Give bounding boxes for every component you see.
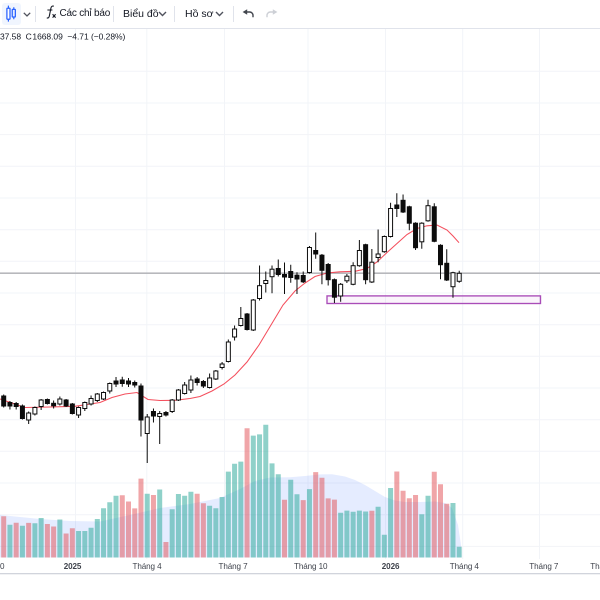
svg-text:2025: 2025: [64, 562, 82, 571]
svg-text:2026: 2026: [382, 562, 400, 571]
svg-text:Tháng 10: Tháng 10: [590, 562, 600, 571]
svg-text:0: 0: [0, 562, 5, 571]
svg-text:Tháng 10: Tháng 10: [294, 562, 328, 571]
svg-text:Tháng 7: Tháng 7: [219, 562, 249, 571]
svg-text:Tháng 7: Tháng 7: [529, 562, 559, 571]
svg-text:Tháng 4: Tháng 4: [133, 562, 163, 571]
svg-text:37.58 C 1668.09 −4.71 (−0.28: 37.58 C 1668.09 −4.71 (−0.28%): [0, 32, 126, 42]
svg-text:Tháng 4: Tháng 4: [450, 562, 480, 571]
